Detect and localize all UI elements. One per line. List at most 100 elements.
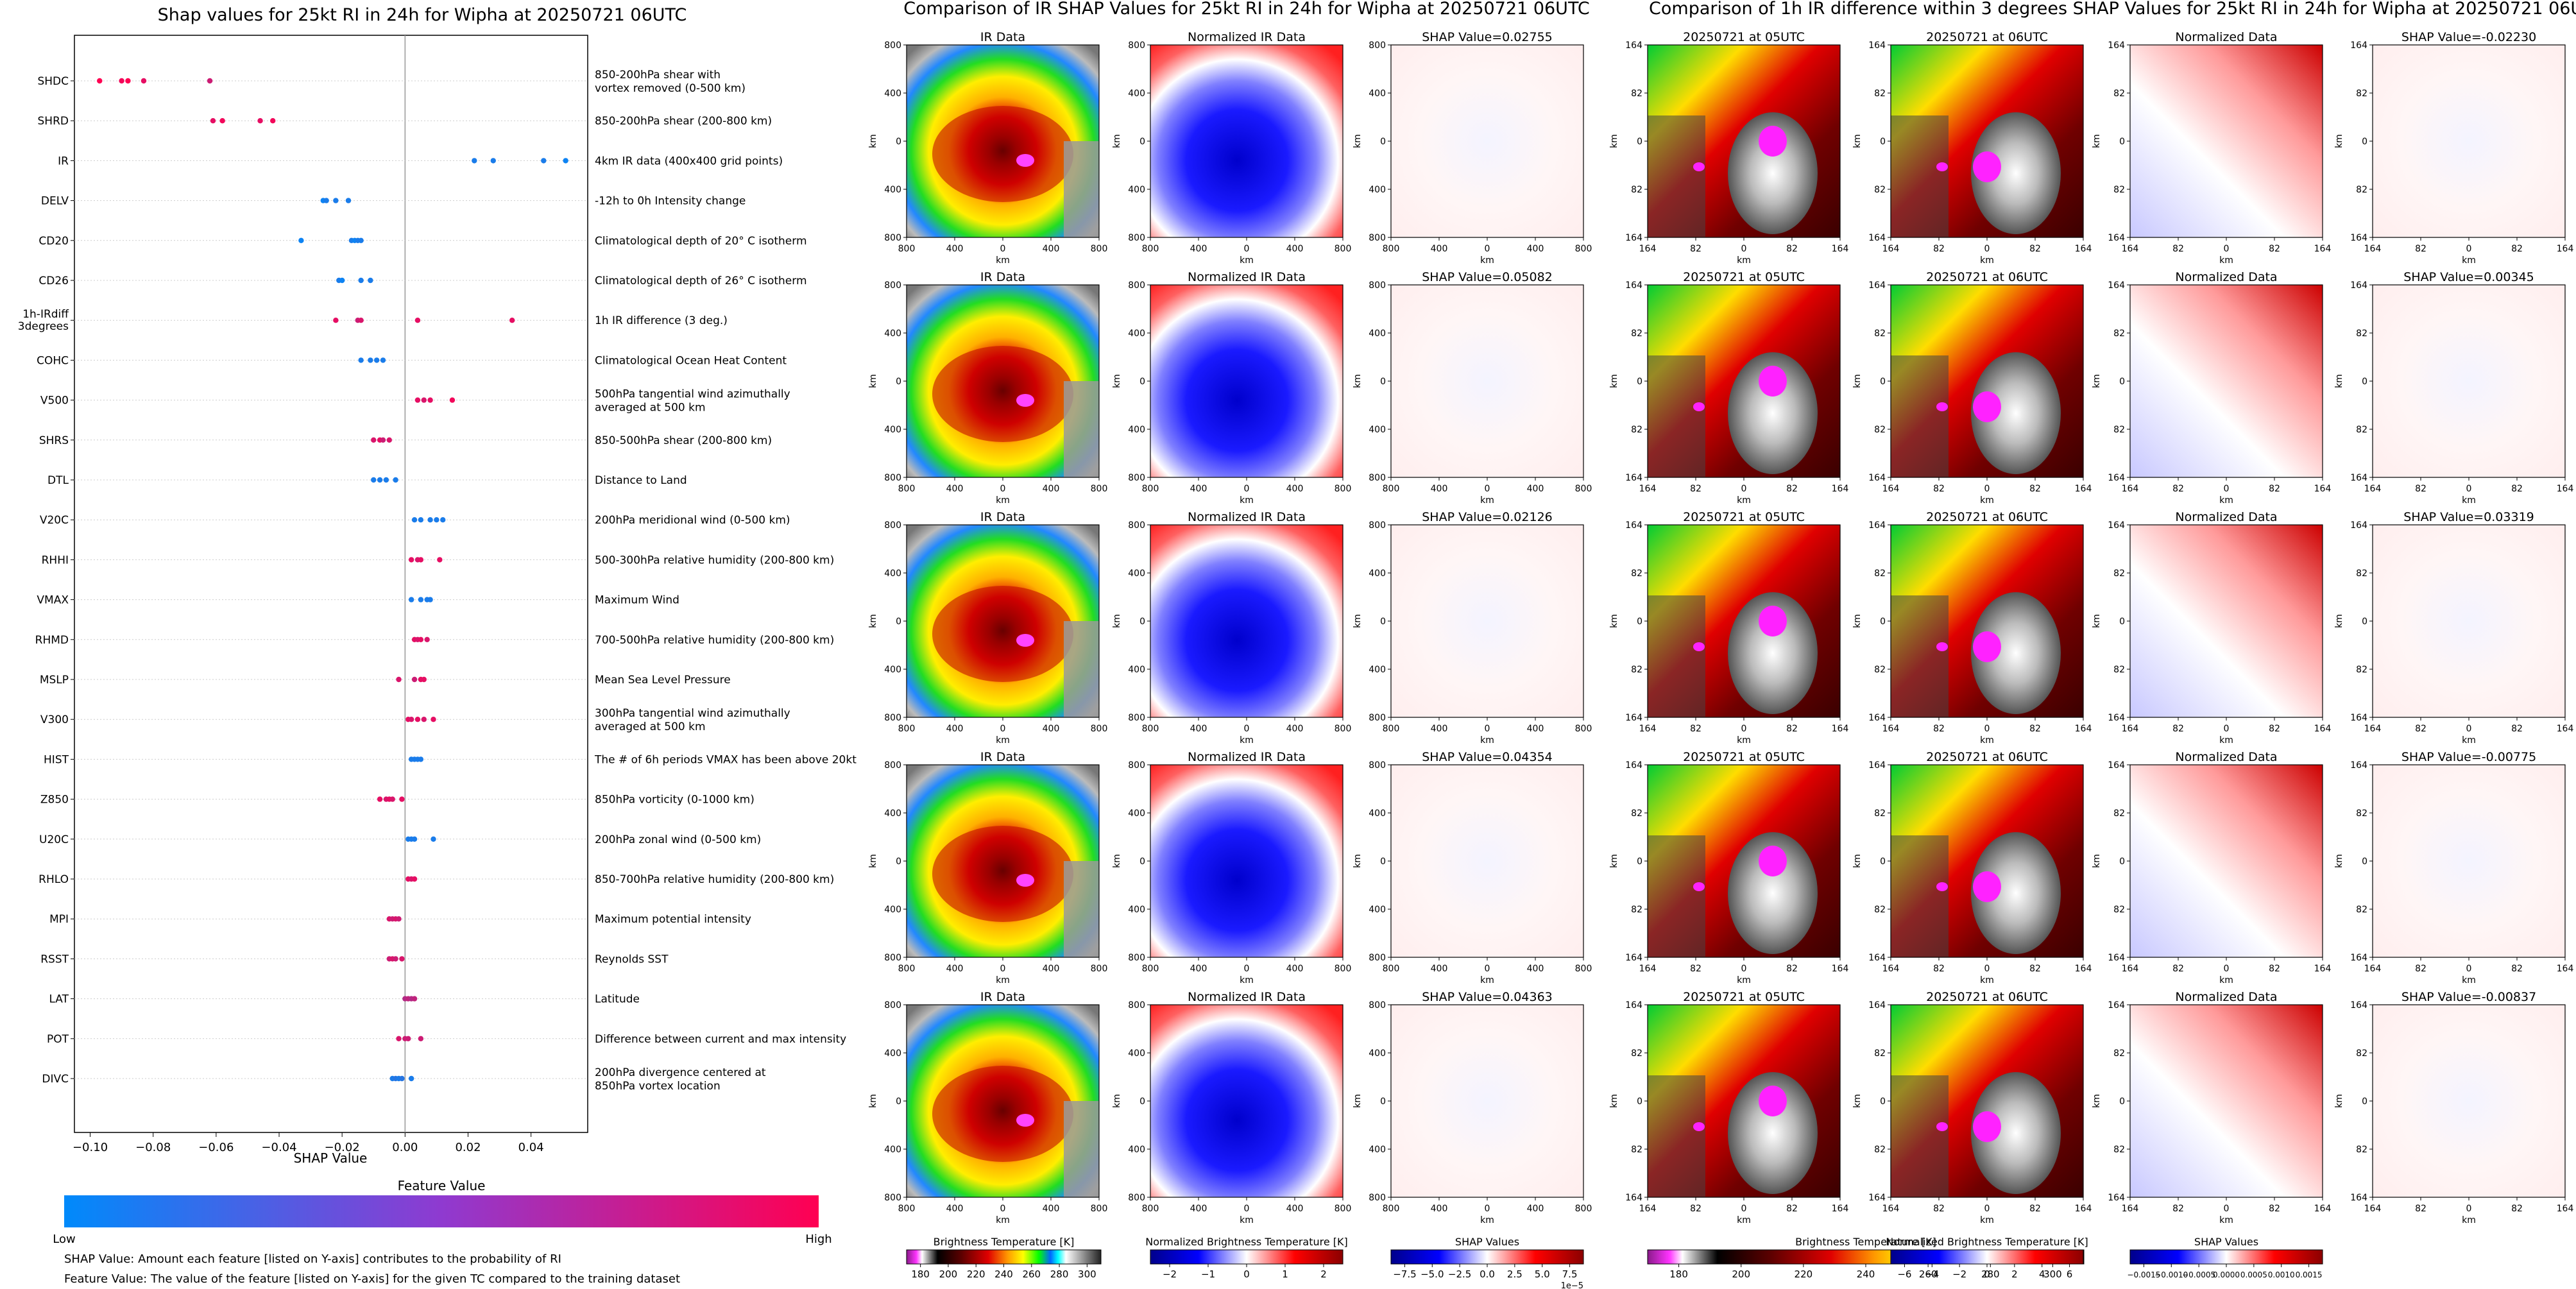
- x-tick-label: 800: [1142, 964, 1159, 974]
- storm-eye: [1759, 366, 1787, 397]
- y-tick-label: 164: [2350, 233, 2367, 243]
- shap-point: [125, 78, 131, 84]
- y-axis-label: km: [868, 374, 878, 388]
- y-tick-label: 0: [1880, 137, 1886, 147]
- x-tick-label: 164: [1832, 964, 1849, 974]
- y-tick-label: 82: [1874, 329, 1886, 339]
- panel-title: Normalized IR Data: [1188, 30, 1306, 44]
- colorbar-tick-label: −1: [1201, 1268, 1215, 1280]
- x-tick-label: 164: [2557, 244, 2574, 254]
- storm-eye: [1693, 402, 1705, 411]
- x-tick-label: 82: [2511, 1204, 2523, 1214]
- x-tick-label: 164: [1832, 484, 1849, 494]
- feature-name: HIST: [44, 753, 69, 766]
- shap-point: [368, 357, 373, 363]
- y-tick-label: 164: [1625, 233, 1642, 243]
- panel-image: [2130, 1005, 2323, 1197]
- shap-point: [449, 397, 456, 403]
- y-tick-label: 0: [1880, 857, 1886, 867]
- storm-eye: [1973, 391, 2001, 422]
- x-axis-label: km: [1737, 1215, 1751, 1225]
- x-tick-label: 82: [1690, 244, 1702, 254]
- shap-point: [399, 1075, 405, 1082]
- shap-point: [358, 318, 364, 323]
- y-tick-label: 164: [2108, 473, 2125, 483]
- colorbar-tick-label: 280: [1050, 1268, 1069, 1280]
- y-tick-label: 82: [1631, 329, 1642, 339]
- y-tick-label: 0: [1637, 617, 1642, 627]
- x-tick-label: 82: [2511, 724, 2523, 734]
- y-tick-label: 400: [884, 89, 901, 99]
- x-tick-label: 400: [1286, 1204, 1304, 1214]
- shap-point: [323, 198, 329, 203]
- x-tick-label: 400: [946, 1204, 964, 1214]
- panel-title: 20250721 at 05UTC: [1683, 990, 1805, 1004]
- colorbar-label: Normalized Brightness Temperature [K]: [1886, 1236, 2088, 1248]
- x-tick-label: 164: [2557, 964, 2574, 974]
- feature-description: 850-200hPa shear (200-800 km): [595, 115, 772, 128]
- y-axis-label: km: [1352, 134, 1363, 148]
- x-tick-label: 82: [1690, 964, 1702, 974]
- cloud-region: [1648, 595, 1705, 717]
- cloud-region: [1648, 115, 1705, 237]
- y-tick-label: 164: [1625, 713, 1642, 723]
- y-axis-label: km: [1852, 374, 1863, 388]
- storm-eye: [1016, 154, 1034, 167]
- x-tick-label: 800: [1142, 1204, 1159, 1214]
- x-tick-label: 164: [1639, 244, 1657, 254]
- shap-summary-title: Shap values for 25kt RI in 24h for Wipha…: [158, 5, 687, 25]
- x-tick-label: 800: [1335, 724, 1352, 734]
- colorbar-tick-label: 0.0015: [2296, 1270, 2323, 1279]
- shap-point: [418, 756, 424, 762]
- colorbar-tick-label: 260: [1022, 1268, 1041, 1280]
- colorbar-gradient: [1390, 1249, 1584, 1265]
- x-tick-label: 400: [1043, 244, 1060, 254]
- image-panel: SHAP Value=0.033191641648282008282164164…: [2334, 510, 2573, 746]
- x-tick-label: 800: [898, 964, 916, 974]
- colorbar-tick-label: 200: [1732, 1268, 1750, 1280]
- y-tick-label: 82: [2113, 89, 2125, 99]
- shap-point: [414, 397, 421, 403]
- x-tick-label: 82: [1933, 484, 1945, 494]
- x-tick-label: 400: [1190, 724, 1207, 734]
- x-tick-label: 82: [2172, 484, 2184, 494]
- y-tick-label: 82: [1874, 665, 1886, 675]
- cloud-region: [1971, 1072, 2061, 1194]
- colorbar-tick-label: 240: [1857, 1268, 1875, 1280]
- colorbar-tick-label: 4: [2039, 1268, 2045, 1280]
- y-tick-label: 164: [2108, 280, 2125, 291]
- x-axis-label: km: [1240, 495, 1254, 506]
- x-tick-label: 164: [2075, 724, 2092, 734]
- y-tick-label: 0: [896, 137, 901, 147]
- colorbar-tick-label: 6: [2067, 1268, 2073, 1280]
- y-axis-label: km: [2092, 614, 2102, 628]
- shap-point: [408, 597, 414, 602]
- feature-name: IR: [58, 155, 69, 167]
- y-axis-label: km: [1609, 374, 1619, 388]
- x-tick-label: 164: [2122, 964, 2139, 974]
- shap-point: [427, 397, 433, 403]
- diff-comparison-title: Comparison of 1h IR difference within 3 …: [1649, 0, 2576, 19]
- x-tick-label: 0: [1741, 964, 1747, 974]
- y-axis-label: km: [1352, 854, 1363, 868]
- x-tick-label: −0.04: [261, 1141, 296, 1154]
- x-tick-label: 0: [1000, 244, 1006, 254]
- x-tick-label: 400: [1286, 964, 1304, 974]
- colorbar-tick-label: 240: [994, 1268, 1013, 1280]
- panel-title: SHAP Value=0.00345: [2403, 270, 2534, 284]
- x-axis-label: km: [1737, 975, 1751, 986]
- x-tick-label: 164: [2122, 1204, 2139, 1214]
- x-tick-label: 164: [1832, 244, 1849, 254]
- feature-name: VMAX: [37, 594, 69, 607]
- colorbar-label: Brightness Temperature [K]: [1795, 1236, 1936, 1248]
- storm-eye: [1759, 126, 1787, 157]
- x-tick-label: 400: [1043, 964, 1060, 974]
- x-axis-label: km: [1480, 255, 1494, 266]
- x-tick-label: 164: [2557, 724, 2574, 734]
- y-tick-label: 82: [2113, 1048, 2125, 1059]
- colorbar-gradient: [64, 1195, 819, 1227]
- x-tick-label: 0: [2224, 964, 2230, 974]
